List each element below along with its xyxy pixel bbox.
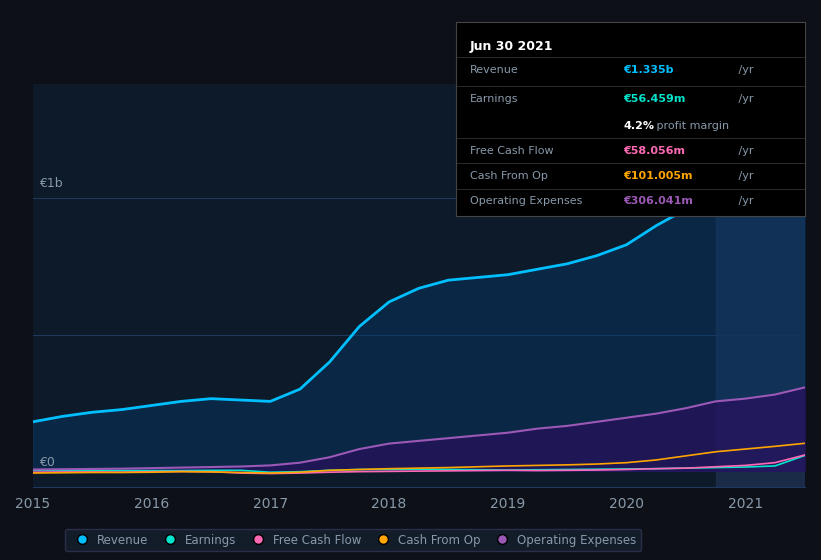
Legend: Revenue, Earnings, Free Cash Flow, Cash From Op, Operating Expenses: Revenue, Earnings, Free Cash Flow, Cash … [65, 529, 641, 551]
Text: Jun 30 2021: Jun 30 2021 [470, 40, 553, 53]
Text: €58.056m: €58.056m [623, 146, 686, 156]
Text: €56.459m: €56.459m [623, 94, 686, 104]
Text: €1.335b: €1.335b [623, 65, 674, 75]
Text: profit margin: profit margin [653, 121, 729, 131]
Text: /yr: /yr [735, 94, 754, 104]
Text: Cash From Op: Cash From Op [470, 171, 548, 181]
Bar [716, 84, 805, 487]
Text: Operating Expenses: Operating Expenses [470, 197, 582, 206]
Text: Earnings: Earnings [470, 94, 518, 104]
Text: /yr: /yr [735, 171, 754, 181]
Text: 4.2%: 4.2% [623, 121, 654, 131]
Text: €101.005m: €101.005m [623, 171, 693, 181]
Text: €1b: €1b [39, 178, 62, 190]
Text: Revenue: Revenue [470, 65, 518, 75]
Text: €306.041m: €306.041m [623, 197, 693, 206]
Text: /yr: /yr [735, 197, 754, 206]
Text: /yr: /yr [735, 65, 754, 75]
Text: €0: €0 [39, 456, 55, 469]
Text: Free Cash Flow: Free Cash Flow [470, 146, 553, 156]
Text: /yr: /yr [735, 146, 754, 156]
